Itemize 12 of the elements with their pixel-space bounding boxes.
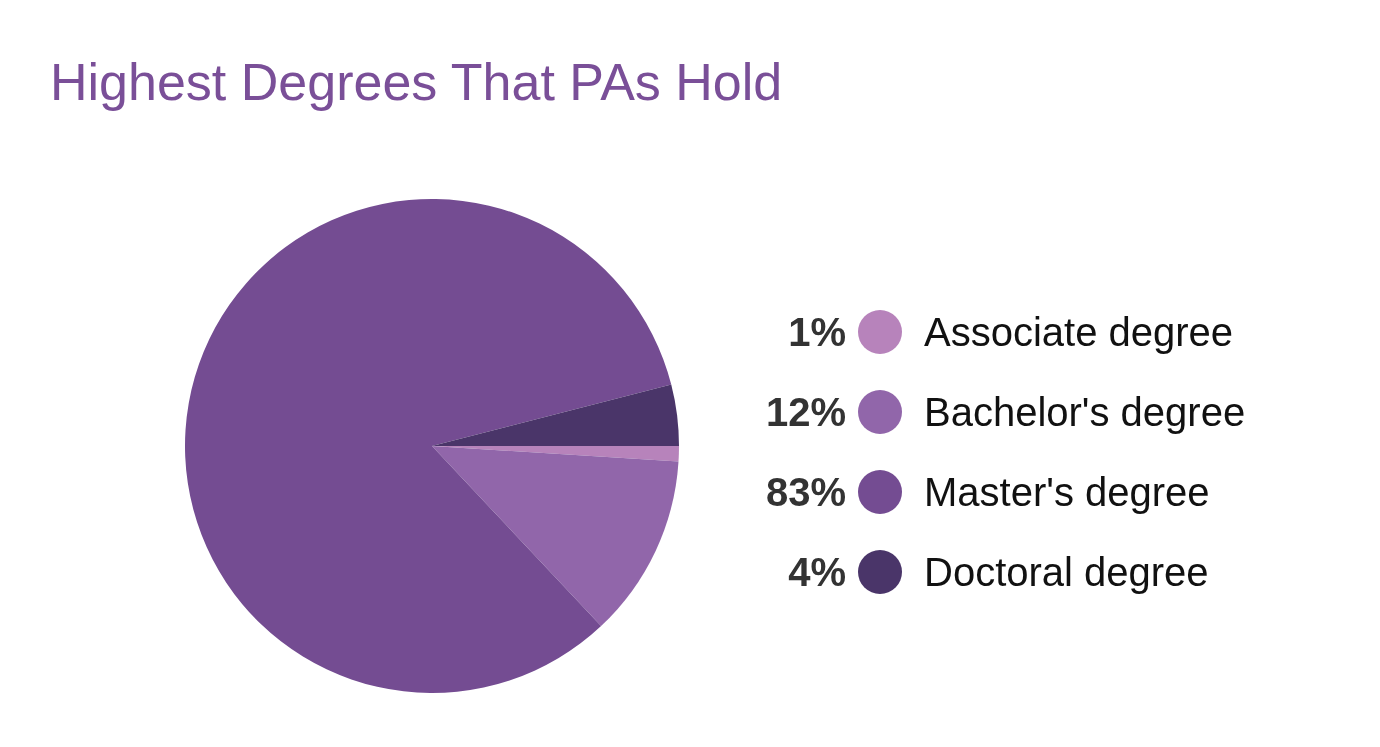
data-label: 1% [788, 310, 846, 354]
legend-label: Master's degree [924, 470, 1210, 514]
pie-slice [432, 446, 679, 627]
pie-slice [185, 199, 672, 693]
legend-label: Associate degree [924, 310, 1234, 354]
legend-label: Doctoral degree [924, 550, 1209, 594]
data-label: 12% [765, 390, 846, 434]
pie-slice [432, 384, 679, 446]
legend-label: Bachelor's degree [924, 390, 1246, 434]
data-label: 83% [765, 470, 846, 514]
data-label: 4% [788, 550, 846, 594]
chart-title: Highest Degrees That PAs Hold [50, 53, 783, 111]
